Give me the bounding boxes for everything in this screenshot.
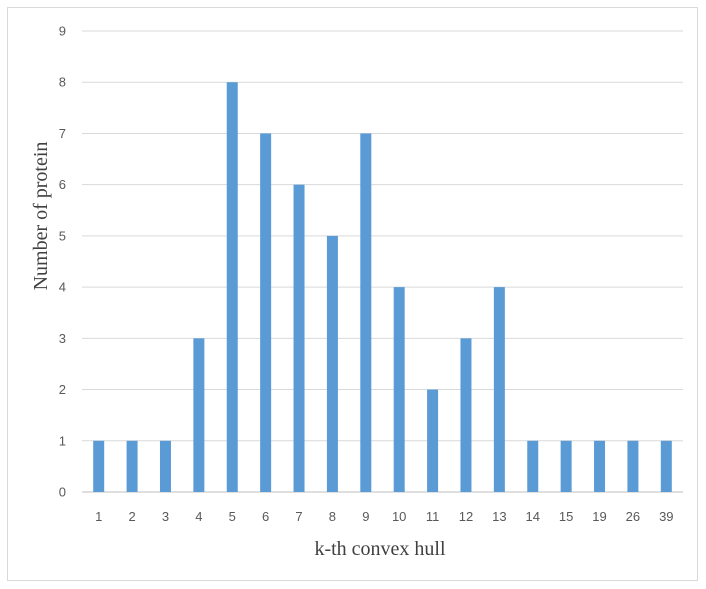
bar bbox=[560, 440, 572, 492]
x-tick-label: 6 bbox=[262, 509, 269, 524]
bars bbox=[93, 82, 672, 492]
bar bbox=[93, 440, 105, 492]
bar bbox=[460, 338, 472, 492]
gridlines bbox=[82, 30, 683, 493]
y-tick-label: 9 bbox=[59, 24, 66, 39]
bar bbox=[627, 440, 639, 492]
y-tick-labels: 0 1 2 3 4 5 6 7 8 9 bbox=[59, 24, 66, 500]
bar bbox=[360, 133, 372, 492]
y-tick-label: 7 bbox=[59, 126, 66, 141]
y-tick-label: 0 bbox=[59, 485, 66, 500]
x-tick-label: 3 bbox=[162, 509, 169, 524]
x-tick-label: 39 bbox=[659, 509, 673, 524]
x-tick-label: 14 bbox=[526, 509, 540, 524]
x-tick-label: 1 bbox=[95, 509, 102, 524]
y-axis-title: Number of protein bbox=[30, 142, 52, 291]
y-tick-label: 4 bbox=[59, 280, 66, 295]
bar bbox=[427, 389, 439, 492]
bar bbox=[226, 82, 238, 492]
x-tick-label: 7 bbox=[295, 509, 302, 524]
x-tick-label: 9 bbox=[362, 509, 369, 524]
bar bbox=[126, 440, 138, 492]
x-axis-title: k-th convex hull bbox=[314, 538, 446, 560]
bar bbox=[527, 440, 539, 492]
x-tick-label: 2 bbox=[128, 509, 135, 524]
bar bbox=[159, 440, 171, 492]
bar bbox=[293, 184, 305, 492]
x-tick-label: 4 bbox=[195, 509, 202, 524]
x-tick-label: 13 bbox=[492, 509, 506, 524]
bar bbox=[393, 287, 405, 492]
y-tick-label: 5 bbox=[59, 228, 66, 243]
y-tick-label: 8 bbox=[59, 75, 66, 90]
y-tick-label: 6 bbox=[59, 177, 66, 192]
x-tick-label: 15 bbox=[559, 509, 573, 524]
x-tick-label: 26 bbox=[626, 509, 640, 524]
x-tick-label: 19 bbox=[592, 509, 606, 524]
y-tick-label: 3 bbox=[59, 331, 66, 346]
y-tick-label: 1 bbox=[59, 433, 66, 448]
bar bbox=[660, 440, 672, 492]
bar bbox=[326, 235, 338, 492]
bar bbox=[493, 287, 505, 492]
x-tick-label: 5 bbox=[229, 509, 236, 524]
x-tick-label: 12 bbox=[459, 509, 473, 524]
bar bbox=[594, 440, 606, 492]
x-tick-label: 11 bbox=[426, 509, 440, 524]
chart-frame bbox=[7, 7, 698, 581]
x-tick-label: 10 bbox=[392, 509, 406, 524]
x-tick-labels: 1 2 3 4 5 6 7 8 9 10 11 12 13 14 15 19 26 39 bbox=[95, 509, 673, 524]
bar bbox=[260, 133, 272, 492]
x-tick-label: 8 bbox=[329, 509, 336, 524]
y-tick-label: 2 bbox=[59, 382, 66, 397]
bar bbox=[193, 338, 205, 492]
